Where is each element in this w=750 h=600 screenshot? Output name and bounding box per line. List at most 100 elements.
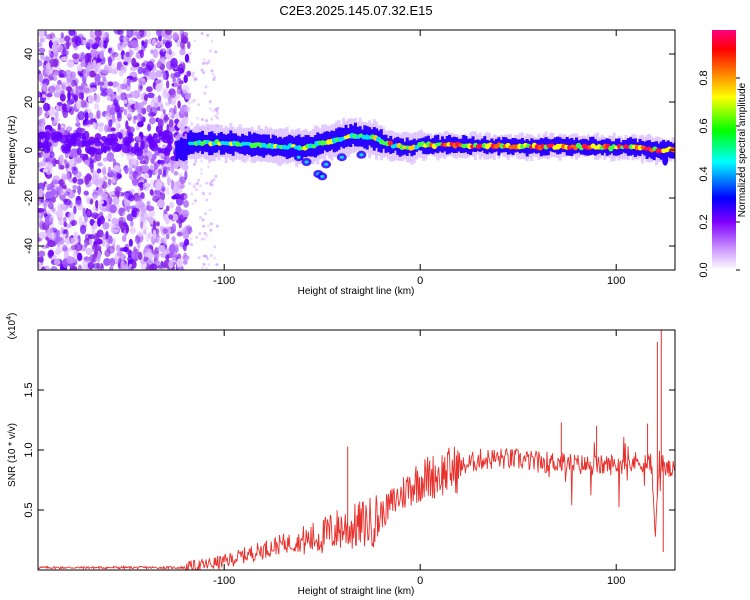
spectrogram-noise-cell (198, 232, 202, 236)
spectrogram-noise-cell (99, 50, 105, 60)
spectrogram-noise-cell (200, 32, 204, 36)
spectrogram-noise-cell (82, 259, 89, 267)
spectrogram-noise-cell (153, 164, 158, 171)
spectrogram-ytick-label: 0 (23, 147, 35, 153)
spectrogram-noise-cell (213, 245, 217, 249)
spectrogram-noise-cell (38, 42, 43, 48)
spectrogram-noise-cell (202, 224, 206, 228)
spectrogram-noise-cell (162, 236, 167, 246)
spectrogram-noise-cell (96, 262, 101, 270)
spectrogram-noise-cell (61, 175, 68, 181)
spectrogram-noise-cell (157, 264, 165, 269)
spectrogram-noise-cell (43, 115, 47, 123)
spectrogram-noise-cell (144, 182, 148, 187)
spectrogram-noise-cell (172, 252, 178, 261)
spectrogram-noise-cell (55, 185, 63, 195)
spectrogram-noise-cell (54, 111, 59, 119)
spectrogram-noise-cell (128, 158, 133, 167)
spectrogram-noise-cell (96, 238, 103, 245)
spectrogram-noise-cell (139, 49, 144, 59)
spectrogram-noise-cell (57, 210, 64, 218)
spectrogram-noise-cell (209, 228, 213, 232)
spectrogram-noise-cell (176, 258, 183, 268)
spectrogram-noise-cell (159, 104, 164, 112)
spectrogram-noise-cell (140, 204, 148, 214)
spectrogram-noise-cell (134, 31, 142, 36)
spectrogram-noise-cell (146, 200, 151, 207)
spectrogram-noise-cell (83, 159, 90, 165)
spectrogram-noise-cell (110, 133, 118, 142)
spectrogram-noise-cell (146, 61, 154, 71)
spectrogram-noise-cell (171, 236, 176, 242)
spectrogram-noise-cell (173, 181, 181, 191)
spectrogram-noise-cell (105, 110, 111, 116)
spectrogram-noise-cell (179, 48, 186, 56)
spectrogram-noise-cell (181, 84, 190, 94)
spectrogram-noise-cell (78, 216, 83, 226)
spectrogram-noise-cell (97, 125, 104, 133)
spectrogram-noise-cell (105, 230, 109, 240)
spectrogram-noise-cell (58, 155, 64, 166)
spectrogram-noise-cell (84, 175, 90, 185)
spectrogram-noise-cell (193, 77, 197, 81)
spectrogram-panel: -100 0 100 -40 -20 0 20 40 Height of straight l… (7, 29, 676, 297)
spectrogram-noise-cell (167, 176, 171, 186)
spectrogram-noise-cell (164, 147, 169, 154)
spectrogram-noise-cell (97, 81, 105, 86)
spectrogram-noise-cell (173, 71, 181, 78)
spectrogram-noise-cell (189, 237, 193, 241)
spectrogram-noise-cell (89, 198, 94, 205)
spectrogram-noise-cell (92, 194, 98, 200)
spectrogram-noise-cell (178, 63, 184, 70)
spectrogram-noise-cell (88, 112, 94, 119)
spectrogram-noise-cell (141, 40, 145, 46)
snr-ytick-label: 0.5 (23, 502, 35, 517)
spectrogram-noise-cell (101, 69, 109, 75)
spectrogram-noise-cell (60, 32, 64, 39)
spectrogram-noise-cell (161, 136, 172, 144)
spectrogram-noise-cell (163, 36, 167, 44)
spectrogram-noise-cell (180, 228, 189, 234)
spectrogram-noise-cell (172, 78, 176, 83)
spectrogram-noise-cell (48, 58, 57, 67)
spectrogram-noise-cell (52, 175, 61, 183)
spectrogram-noise-cell (141, 164, 149, 174)
spectrogram-noise-cell (85, 66, 91, 73)
spectrogram-noise-cell (177, 67, 185, 74)
spectrogram-noise-cell (182, 259, 188, 265)
snr-series-line (38, 436, 675, 570)
spectrogram-noise-cell (75, 99, 82, 110)
spectrogram-noise-cell (165, 205, 170, 212)
spectrogram-noise-cell (47, 202, 54, 210)
spectrogram-noise-cell (45, 110, 49, 118)
spectrogram-noise-cell (106, 151, 115, 162)
spectrogram-noise-cell (46, 229, 55, 239)
spectrogram-noise-cell (66, 171, 70, 181)
spectrogram-noise-cell (94, 103, 100, 110)
spectrogram-noise-cell (121, 234, 127, 242)
spectrogram-noise-cell (126, 30, 134, 38)
spectrogram-noise-cell (211, 72, 215, 76)
spectrogram-noise-cell (43, 102, 50, 112)
spectrogram-noise-cell (187, 60, 191, 64)
spectrogram-noise-cell (186, 41, 191, 49)
spectrogram-noise-cell (69, 265, 78, 270)
spectrogram-noise-cell (146, 248, 152, 254)
spectrogram-noise-cell (189, 229, 193, 233)
spectrogram-noise-cell (38, 59, 43, 67)
spectrogram-noise-cell (84, 52, 91, 63)
snr-ylabel: SNR (10 * v/v) (7, 423, 18, 487)
spectrogram-noise-cell (168, 119, 174, 128)
spectrogram-noise-cell (38, 207, 45, 213)
spectrogram-noise-cell (117, 42, 121, 51)
spectrogram-noise-cell (50, 188, 57, 197)
spectrogram-noise-cell (137, 231, 144, 237)
spectrogram-noise-cell (107, 178, 112, 186)
spectrogram-noise-cell (166, 80, 170, 89)
spectrogram-noise-cell (51, 116, 55, 121)
spectrogram-noise-cell (210, 179, 214, 183)
snr-layer (38, 330, 675, 570)
spectrogram-noise-cell (159, 159, 166, 165)
spectrogram-noise-cell (89, 181, 93, 187)
spectrogram-noise-cell (78, 85, 84, 91)
